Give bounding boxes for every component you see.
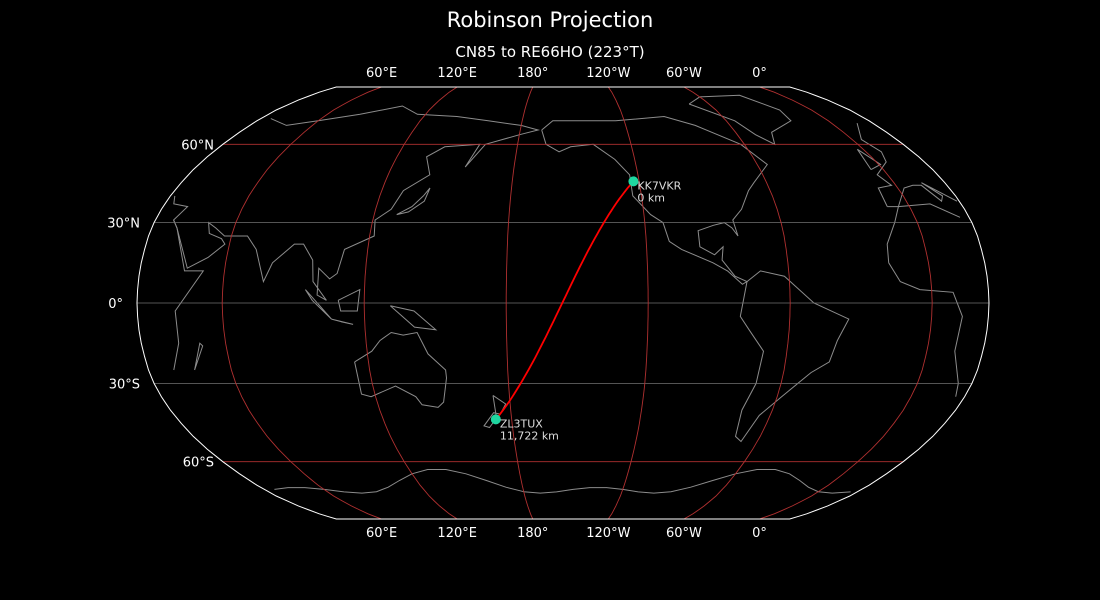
coastline <box>331 318 354 325</box>
coastline <box>688 94 792 146</box>
coastline <box>389 305 438 331</box>
graticule-meridian <box>505 87 534 519</box>
map-outline <box>136 86 990 520</box>
lon-tick-label: 120°W <box>586 526 630 541</box>
graticule <box>137 87 989 519</box>
lon-tick-label: 60°E <box>366 526 397 541</box>
coastline <box>274 469 851 494</box>
map-subtitle: CN85 to RE66HO (223°T) <box>455 43 645 61</box>
lat-tick-label: 30°N <box>107 217 140 232</box>
lon-tick-label: 120°W <box>586 66 630 81</box>
station-marker <box>628 176 639 187</box>
graticule-meridian <box>683 87 791 519</box>
coastline <box>354 331 448 408</box>
station-callsign: ZL3TUX <box>500 417 543 430</box>
lat-tick-label: 60°N <box>181 138 214 153</box>
coastline <box>396 187 431 216</box>
coastline <box>734 270 850 443</box>
coastlines <box>173 94 963 494</box>
graticule-meridian <box>759 87 933 519</box>
lon-tick-label: 180° <box>517 66 548 81</box>
lon-tick-label: 60°W <box>666 526 702 541</box>
lon-tick-label: 60°W <box>666 66 702 81</box>
station-callsign: KK7VKR <box>637 179 681 192</box>
map-title: Robinson Projection <box>446 8 654 32</box>
coastline <box>304 289 332 320</box>
coastline <box>173 203 963 397</box>
coastline <box>173 105 958 301</box>
coastline <box>337 288 361 312</box>
graticule-meridian <box>363 87 458 519</box>
lon-tick-label: 60°E <box>366 66 397 81</box>
lat-tick-label: 60°S <box>183 456 214 471</box>
graticule-meridian <box>607 87 649 519</box>
lon-tick-label: 0° <box>752 526 767 541</box>
lat-tick-label: 0° <box>108 297 123 312</box>
coastline <box>194 342 204 371</box>
lon-tick-label: 120°E <box>437 526 477 541</box>
tick-labels: 60°E 60°E 120°E 120°E 180° 180° 120°W 120°W 60°W… <box>107 66 767 541</box>
lon-tick-label: 0° <box>752 66 767 81</box>
lat-tick-label: 30°S <box>109 377 140 392</box>
station-distance: 0 km <box>637 191 665 204</box>
graticule-meridian <box>221 87 382 519</box>
station-distance: 11,722 km <box>500 429 559 442</box>
coastline <box>856 148 882 171</box>
station-marker <box>490 414 501 425</box>
lon-tick-label: 180° <box>517 526 548 541</box>
great-circle-path <box>495 180 635 420</box>
lon-tick-label: 120°E <box>437 66 477 81</box>
